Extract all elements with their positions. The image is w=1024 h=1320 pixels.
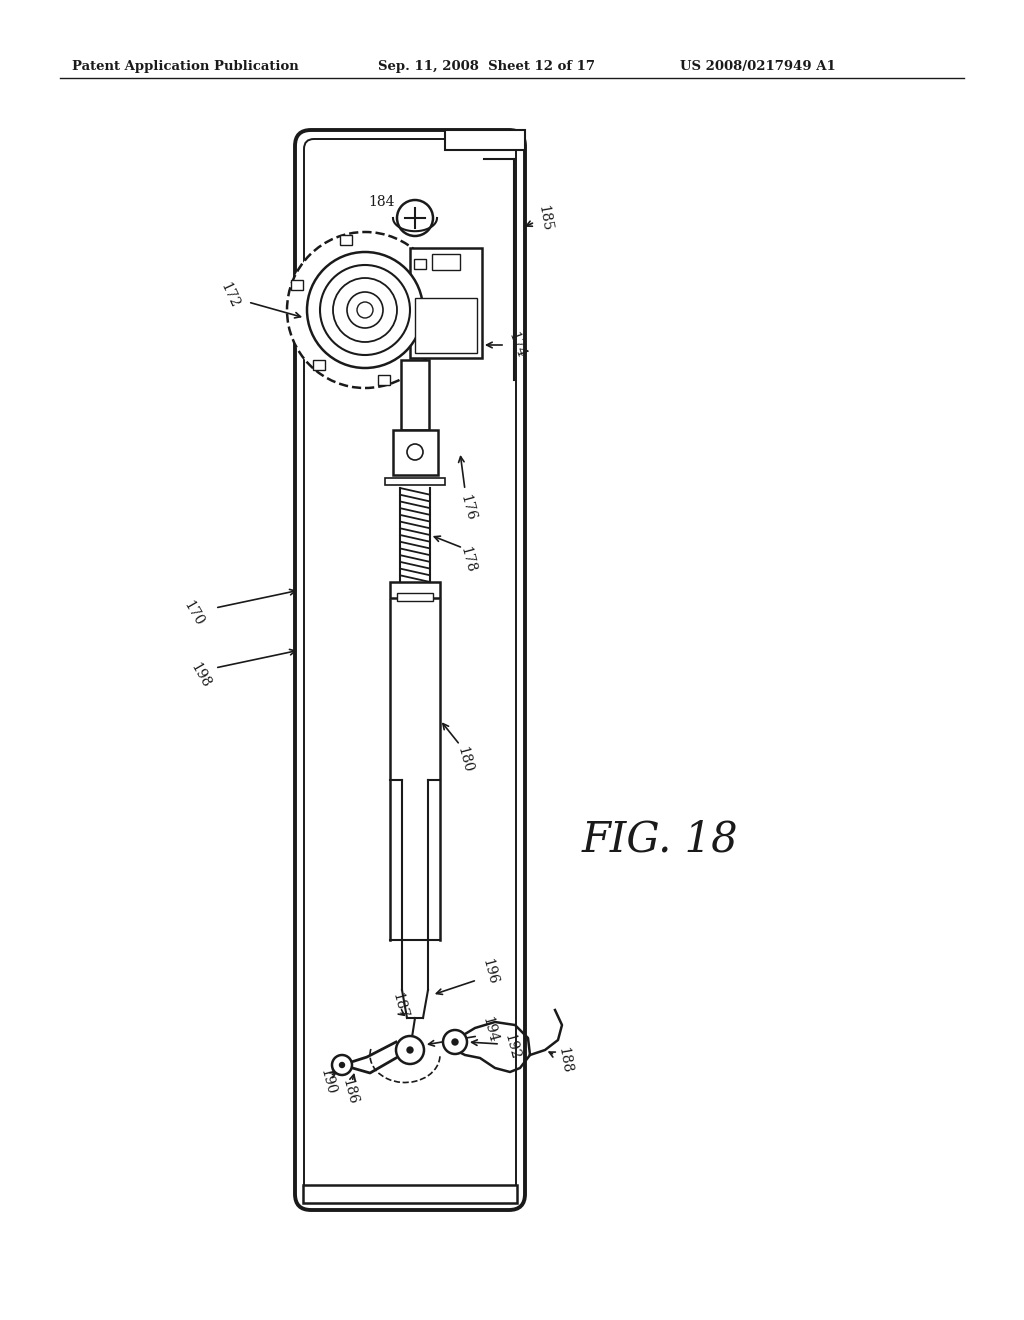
- Text: 180: 180: [455, 746, 475, 775]
- Circle shape: [340, 1063, 344, 1068]
- Bar: [410, 248, 482, 358]
- Bar: [303, 1185, 517, 1203]
- FancyBboxPatch shape: [295, 129, 525, 1210]
- Circle shape: [443, 1030, 467, 1053]
- Text: 192: 192: [502, 1032, 522, 1061]
- Text: 188: 188: [556, 1045, 574, 1074]
- Bar: [340, 235, 352, 246]
- Text: US 2008/0217949 A1: US 2008/0217949 A1: [680, 59, 836, 73]
- Text: Sep. 11, 2008  Sheet 12 of 17: Sep. 11, 2008 Sheet 12 of 17: [378, 59, 595, 73]
- Text: 174: 174: [506, 330, 528, 360]
- Text: 194: 194: [480, 1015, 500, 1044]
- Text: 186: 186: [340, 1077, 360, 1106]
- Text: 187: 187: [390, 991, 411, 1020]
- Bar: [385, 478, 445, 484]
- Text: 184: 184: [369, 195, 395, 209]
- Bar: [415, 298, 477, 352]
- Circle shape: [407, 1047, 413, 1053]
- Bar: [445, 129, 525, 150]
- Circle shape: [307, 252, 423, 368]
- Text: 170: 170: [180, 598, 206, 628]
- Circle shape: [287, 232, 443, 388]
- Text: 198: 198: [187, 660, 213, 690]
- Circle shape: [452, 1039, 458, 1045]
- Bar: [390, 582, 440, 598]
- Bar: [393, 430, 438, 475]
- Bar: [397, 593, 433, 601]
- Text: 176: 176: [458, 494, 478, 523]
- Text: 172: 172: [218, 280, 242, 310]
- Circle shape: [332, 1055, 352, 1074]
- Circle shape: [407, 444, 423, 459]
- Text: 190: 190: [317, 1068, 338, 1097]
- Bar: [414, 259, 426, 269]
- Bar: [432, 253, 460, 271]
- Text: 196: 196: [480, 957, 500, 986]
- Circle shape: [396, 1036, 424, 1064]
- Circle shape: [397, 201, 433, 236]
- Text: FIG. 18: FIG. 18: [582, 818, 738, 861]
- Bar: [401, 360, 429, 430]
- Bar: [378, 375, 390, 384]
- Text: Patent Application Publication: Patent Application Publication: [72, 59, 299, 73]
- Text: 178: 178: [458, 545, 478, 574]
- Bar: [292, 280, 303, 290]
- Text: 185: 185: [536, 203, 554, 232]
- Bar: [312, 360, 325, 370]
- Bar: [427, 330, 438, 339]
